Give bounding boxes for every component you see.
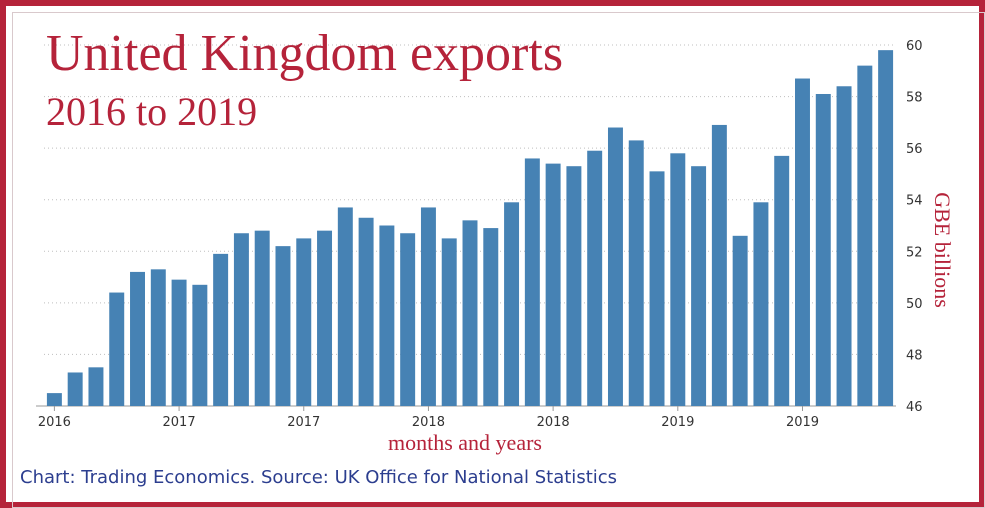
x-tick-label: 2016 bbox=[38, 415, 71, 430]
y-axis-label: GBE billions bbox=[930, 192, 955, 308]
chart-title: United Kingdom exports bbox=[46, 25, 564, 82]
x-axis-label: months and years bbox=[388, 430, 542, 455]
bar bbox=[358, 217, 374, 406]
bar bbox=[379, 225, 395, 406]
bar bbox=[878, 50, 894, 407]
bar bbox=[400, 233, 416, 406]
bars bbox=[46, 50, 894, 407]
bar bbox=[795, 78, 810, 407]
y-tick-label: 48 bbox=[906, 348, 923, 363]
source-note: Chart: Trading Economics. Source: UK Off… bbox=[20, 467, 618, 488]
x-tick-label: 2018 bbox=[537, 415, 570, 430]
bar bbox=[254, 230, 270, 406]
bar bbox=[587, 150, 603, 406]
bar bbox=[711, 124, 727, 406]
chart-subtitle: 2016 to 2019 bbox=[46, 89, 258, 134]
x-tick-label: 2017 bbox=[163, 415, 196, 430]
bar bbox=[337, 207, 353, 406]
y-tick-label: 52 bbox=[906, 245, 923, 260]
bar bbox=[815, 93, 831, 406]
y-axis-ticks: 46 48 50 52 54 56 58 60 bbox=[906, 39, 923, 415]
bar bbox=[524, 158, 540, 406]
bar bbox=[192, 284, 208, 406]
x-axis-ticks: 2016 2017 2017 2018 2018 2019 2019 bbox=[38, 406, 819, 430]
bar bbox=[233, 233, 249, 406]
bar bbox=[441, 238, 457, 406]
bar bbox=[317, 230, 333, 406]
bar bbox=[857, 65, 873, 406]
x-tick-label: 2019 bbox=[661, 415, 694, 430]
y-tick-label: 60 bbox=[906, 39, 923, 54]
bar bbox=[213, 253, 229, 406]
bar bbox=[649, 171, 665, 406]
bar bbox=[607, 127, 623, 406]
y-tick-label: 50 bbox=[906, 297, 923, 312]
y-tick-label: 46 bbox=[906, 400, 923, 415]
bar bbox=[171, 279, 187, 406]
y-tick-label: 58 bbox=[906, 91, 923, 106]
bar bbox=[88, 367, 104, 406]
x-tick-label: 2019 bbox=[786, 415, 819, 430]
bar bbox=[753, 202, 769, 406]
bar bbox=[566, 166, 582, 406]
bar bbox=[296, 238, 312, 406]
bar bbox=[67, 372, 83, 406]
bar bbox=[420, 207, 436, 406]
bar bbox=[836, 86, 852, 406]
bar bbox=[774, 155, 790, 406]
bar bbox=[130, 271, 145, 406]
bar bbox=[483, 228, 499, 406]
bar bbox=[545, 163, 561, 406]
bar bbox=[504, 202, 520, 406]
bar bbox=[462, 220, 478, 406]
bar bbox=[670, 153, 686, 406]
bar bbox=[691, 166, 707, 406]
bar bbox=[275, 246, 291, 406]
bar bbox=[109, 292, 125, 406]
bar bbox=[628, 140, 644, 406]
x-tick-label: 2018 bbox=[412, 415, 445, 430]
bar bbox=[150, 269, 166, 406]
y-tick-label: 56 bbox=[906, 142, 923, 157]
y-tick-label: 54 bbox=[906, 194, 923, 209]
bar bbox=[46, 393, 62, 406]
bar bbox=[732, 235, 748, 406]
x-tick-label: 2017 bbox=[287, 415, 320, 430]
